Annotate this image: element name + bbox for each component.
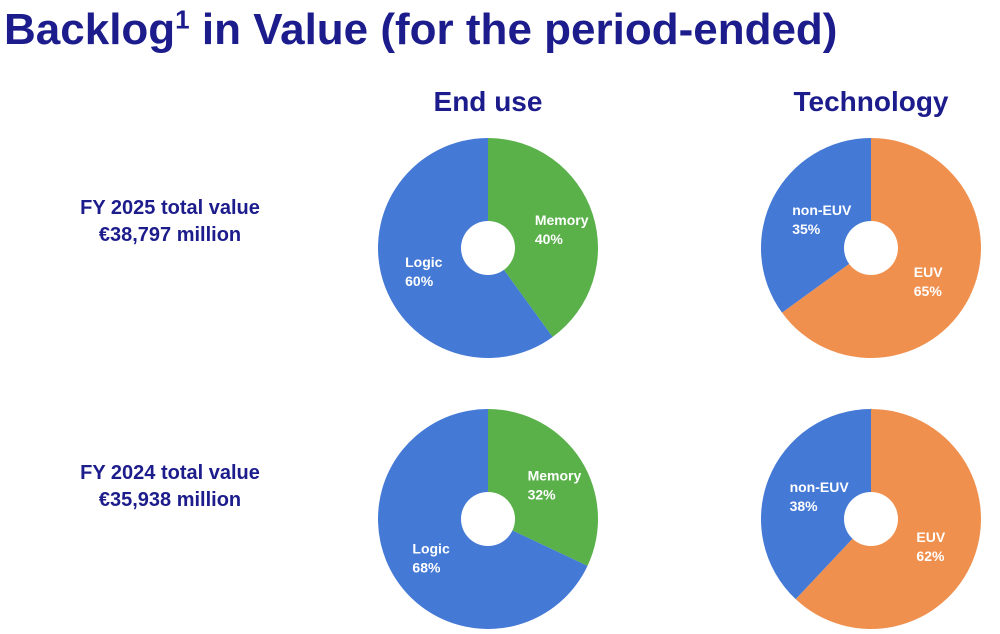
pie-slice-non-euv <box>761 409 871 600</box>
column-header-technology: Technology <box>793 86 949 117</box>
row-amount-fy2025: €38,797 million <box>98 224 242 246</box>
page-title: Backlog1 in Value (for the period-ended) <box>4 4 838 54</box>
slice-label-logic: Logic 60% <box>405 254 443 289</box>
row-label-fy2025: FY 2025 total value €38,797 million <box>40 195 300 249</box>
pie-slice-memory <box>488 409 599 566</box>
pie-end-use-fy-2024: Memory 32% Logic 68% <box>378 409 599 630</box>
slice-label-euv: EUV 62% <box>916 529 945 564</box>
slice-label-non-euv: non-EUV 38% <box>790 479 850 514</box>
row-label-fy2024: FY 2024 total value €35,938 million <box>40 460 300 514</box>
slice-label-memory: Memory 32% <box>528 467 582 502</box>
pie-slice-non-euv <box>761 138 871 313</box>
title-superscript: 1 <box>175 4 190 35</box>
pie-technology-fy-2025: EUV 65% non-EUV 35% <box>761 138 981 358</box>
pie-slice-memory <box>488 138 598 337</box>
slice-label-euv: EUV 65% <box>914 264 943 299</box>
slice-label-memory: Memory 40% <box>535 212 589 247</box>
row-period-fy2024: FY 2024 total value <box>80 462 260 484</box>
slice-label-logic: Logic 68% <box>412 541 450 576</box>
donut-hole <box>461 492 515 546</box>
row-period-fy2025: FY 2025 total value <box>80 197 260 219</box>
pie-end-use-fy-2025: Memory 40% Logic 60% <box>377 138 598 358</box>
pie-technology-fy-2024: EUV 62% non-EUV 38% <box>761 408 981 629</box>
column-header-end-use: End use <box>433 86 543 117</box>
donut-hole <box>844 221 898 275</box>
slice-label-non-euv: non-EUV 35% <box>792 202 852 237</box>
row-amount-fy2024: €35,938 million <box>98 489 242 511</box>
donut-hole <box>844 492 898 546</box>
donut-hole <box>461 221 515 275</box>
